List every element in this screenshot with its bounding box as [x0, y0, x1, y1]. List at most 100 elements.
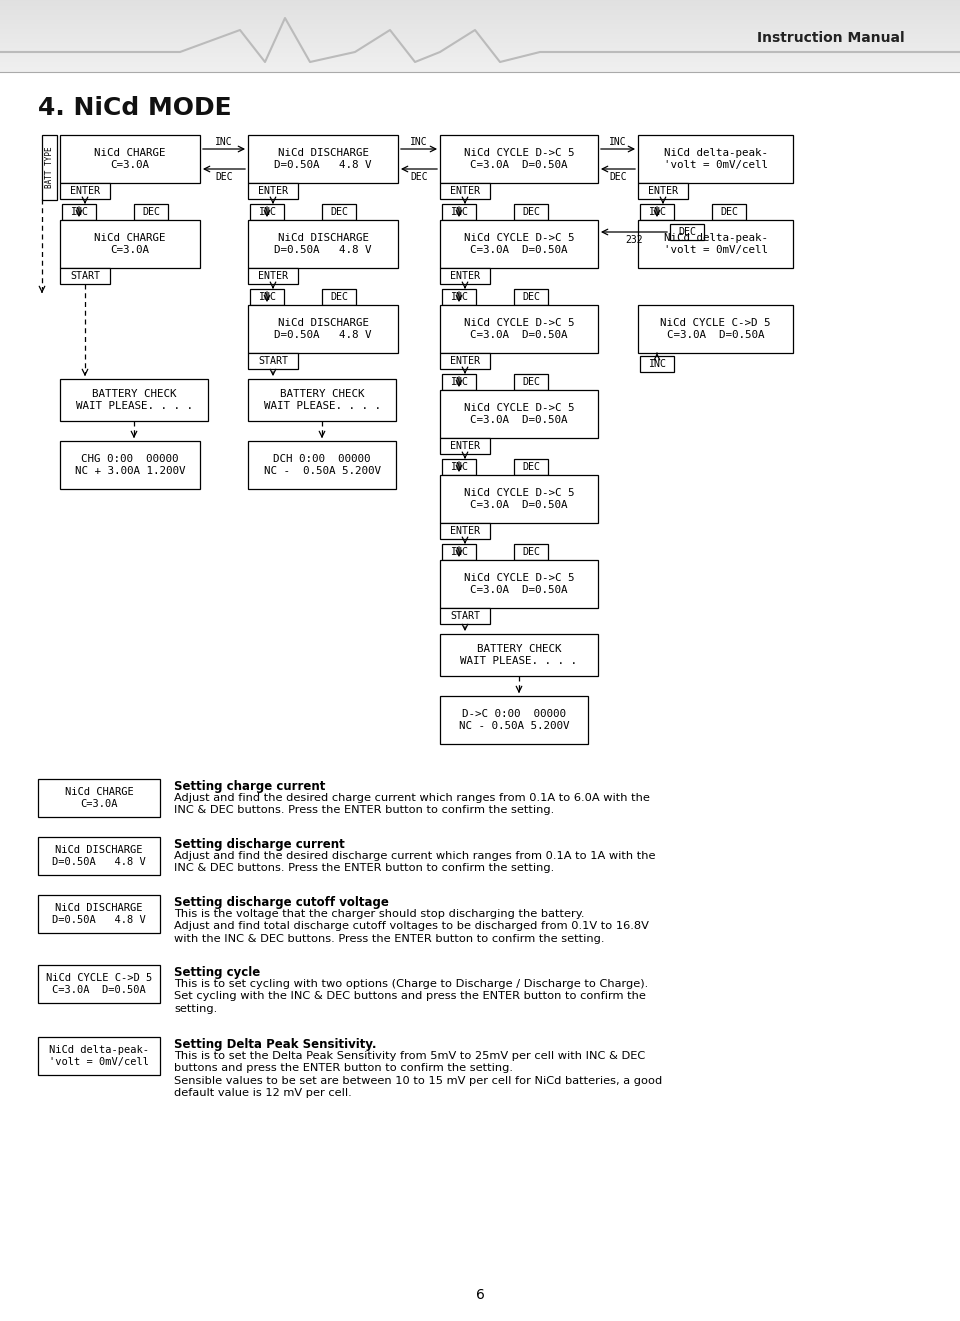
Bar — [248, 441, 396, 489]
Text: BATT TYPE: BATT TYPE — [45, 147, 54, 188]
Bar — [60, 268, 110, 284]
Text: ENTER: ENTER — [70, 186, 100, 196]
Text: ENTER: ENTER — [648, 186, 678, 196]
Text: INC: INC — [258, 292, 276, 303]
Text: ENTER: ENTER — [450, 271, 480, 281]
Text: ENTER: ENTER — [450, 186, 480, 196]
Text: NiCd delta-peak-
'volt = 0mV/cell: NiCd delta-peak- 'volt = 0mV/cell — [49, 1045, 149, 1067]
Bar — [38, 896, 160, 933]
Bar — [514, 203, 548, 221]
Text: INC: INC — [450, 376, 468, 387]
Text: NiCd DISCHARGE
D=0.50A   4.8 V: NiCd DISCHARGE D=0.50A 4.8 V — [52, 845, 146, 867]
Text: DEC: DEC — [522, 547, 540, 557]
Bar — [248, 268, 298, 284]
Text: DEC: DEC — [678, 227, 696, 236]
Text: Instruction Manual: Instruction Manual — [757, 30, 905, 45]
Bar — [442, 203, 476, 221]
Bar — [440, 135, 598, 184]
Text: DEC: DEC — [215, 172, 233, 182]
Bar — [440, 523, 490, 539]
Text: INC: INC — [258, 207, 276, 217]
Bar — [322, 203, 356, 221]
Text: NiCd CYCLE D->C 5
C=3.0A  D=0.50A: NiCd CYCLE D->C 5 C=3.0A D=0.50A — [464, 148, 574, 170]
Text: 6: 6 — [475, 1288, 485, 1303]
Text: NiCd CYCLE D->C 5
C=3.0A  D=0.50A: NiCd CYCLE D->C 5 C=3.0A D=0.50A — [464, 489, 574, 510]
Text: INC: INC — [215, 137, 233, 147]
Text: START: START — [258, 355, 288, 366]
Bar — [60, 441, 200, 489]
Text: INC: INC — [450, 292, 468, 303]
Text: NiCd CYCLE D->C 5
C=3.0A  D=0.50A: NiCd CYCLE D->C 5 C=3.0A D=0.50A — [464, 234, 574, 255]
Text: DEC: DEC — [720, 207, 738, 217]
Text: BATTERY CHECK
WAIT PLEASE. . . .: BATTERY CHECK WAIT PLEASE. . . . — [76, 390, 193, 411]
Bar — [442, 374, 476, 390]
Text: NiCd DISCHARGE
D=0.50A   4.8 V: NiCd DISCHARGE D=0.50A 4.8 V — [275, 234, 372, 255]
Text: Setting cycle: Setting cycle — [174, 966, 260, 979]
Bar — [248, 184, 298, 199]
Bar — [38, 779, 160, 816]
Text: Adjust and find the desired charge current which ranges from 0.1A to 6.0A with t: Adjust and find the desired charge curre… — [174, 793, 650, 815]
Text: DEC: DEC — [610, 172, 627, 182]
Bar — [250, 289, 284, 305]
Text: INC: INC — [610, 137, 627, 147]
Bar — [60, 184, 110, 199]
Text: ENTER: ENTER — [450, 526, 480, 536]
Text: NiCd CHARGE
C=3.0A: NiCd CHARGE C=3.0A — [64, 787, 133, 808]
Bar — [638, 184, 688, 199]
Bar — [440, 268, 490, 284]
Text: Setting discharge current: Setting discharge current — [174, 838, 345, 851]
Bar — [514, 374, 548, 390]
Bar — [248, 305, 398, 353]
Bar — [134, 203, 168, 221]
Text: DEC: DEC — [522, 462, 540, 472]
Text: NiCd delta-peak-
'volt = 0mV/cell: NiCd delta-peak- 'volt = 0mV/cell — [663, 148, 767, 170]
Text: NiCd CYCLE D->C 5
C=3.0A  D=0.50A: NiCd CYCLE D->C 5 C=3.0A D=0.50A — [464, 573, 574, 594]
Bar — [440, 353, 490, 369]
Bar — [250, 203, 284, 221]
Bar — [60, 135, 200, 184]
Text: 4. NiCd MODE: 4. NiCd MODE — [38, 96, 231, 120]
Text: DEC: DEC — [522, 376, 540, 387]
Text: INC: INC — [450, 547, 468, 557]
Text: Setting charge current: Setting charge current — [174, 779, 325, 793]
Text: DEC: DEC — [410, 172, 428, 182]
Text: Adjust and find the desired discharge current which ranges from 0.1A to 1A with : Adjust and find the desired discharge cu… — [174, 851, 656, 873]
Bar — [514, 544, 548, 560]
Text: INC: INC — [450, 462, 468, 472]
Bar — [638, 135, 793, 184]
Text: DEC: DEC — [522, 292, 540, 303]
Bar — [440, 305, 598, 353]
Bar — [60, 221, 200, 268]
Text: NiCd CYCLE D->C 5
C=3.0A  D=0.50A: NiCd CYCLE D->C 5 C=3.0A D=0.50A — [464, 318, 574, 339]
Text: INC: INC — [648, 359, 666, 369]
Bar — [248, 353, 298, 369]
Text: ENTER: ENTER — [450, 441, 480, 450]
Bar — [38, 966, 160, 1003]
Text: INC: INC — [70, 207, 88, 217]
Bar — [638, 305, 793, 353]
Text: NiCd CHARGE
C=3.0A: NiCd CHARGE C=3.0A — [94, 234, 166, 255]
Text: INC: INC — [648, 207, 666, 217]
Bar — [640, 355, 674, 373]
Text: ENTER: ENTER — [258, 271, 288, 281]
Bar — [60, 379, 208, 421]
Bar — [440, 560, 598, 608]
Bar — [248, 135, 398, 184]
Bar — [670, 225, 704, 240]
Text: BATTERY CHECK
WAIT PLEASE. . . .: BATTERY CHECK WAIT PLEASE. . . . — [263, 390, 380, 411]
Text: Setting discharge cutoff voltage: Setting discharge cutoff voltage — [174, 896, 389, 909]
Text: BATTERY CHECK
WAIT PLEASE. . . .: BATTERY CHECK WAIT PLEASE. . . . — [461, 645, 578, 666]
Bar — [442, 544, 476, 560]
Text: ENTER: ENTER — [258, 186, 288, 196]
Bar — [640, 203, 674, 221]
Bar — [42, 135, 57, 199]
Text: Setting Delta Peak Sensitivity.: Setting Delta Peak Sensitivity. — [174, 1038, 376, 1052]
Bar — [322, 289, 356, 305]
Bar — [440, 476, 598, 523]
Text: NiCd DISCHARGE
D=0.50A   4.8 V: NiCd DISCHARGE D=0.50A 4.8 V — [52, 904, 146, 925]
Text: DEC: DEC — [330, 292, 348, 303]
Bar — [442, 289, 476, 305]
Bar — [638, 221, 793, 268]
Text: 232: 232 — [625, 235, 643, 244]
Bar — [38, 838, 160, 875]
